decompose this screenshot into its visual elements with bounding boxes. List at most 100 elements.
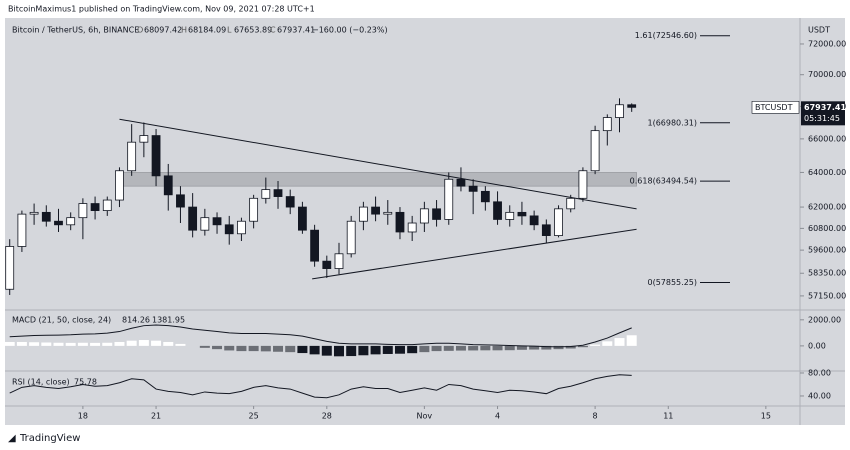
- fib-label: 1(66980.31): [647, 118, 697, 127]
- macd-histogram-bar: [16, 341, 27, 346]
- macd-histogram-bar: [248, 345, 259, 352]
- candle-body: [566, 197, 576, 210]
- candle-body: [139, 135, 149, 143]
- y-tick-label: 2000.00: [808, 315, 841, 324]
- candle-body: [224, 224, 234, 235]
- candle-body: [334, 253, 344, 269]
- macd-histogram-bar: [480, 345, 491, 351]
- macd-histogram-bar: [138, 340, 149, 346]
- ohlc-value: 68097.42: [144, 26, 182, 35]
- candle-body: [529, 215, 539, 226]
- macd-histogram-bar: [431, 345, 442, 352]
- candle-body: [151, 135, 161, 177]
- candle-body: [163, 175, 173, 196]
- candle-body: [371, 206, 380, 215]
- x-tick-label: 25: [249, 412, 259, 421]
- macd-histogram-bar: [394, 345, 405, 354]
- candle-body: [322, 260, 332, 269]
- candle-body: [480, 190, 490, 203]
- macd-histogram-bar: [53, 342, 64, 346]
- fib-label: 1.61(72546.60): [635, 31, 697, 40]
- macd-histogram-bar: [541, 345, 552, 350]
- ohlc-letter: L: [227, 26, 232, 35]
- macd-histogram-bar: [407, 345, 418, 354]
- candle-body: [505, 211, 515, 220]
- candle-body: [517, 211, 527, 217]
- macd-histogram-bar: [126, 340, 137, 346]
- macd-title: MACD (21, 50, close, 24): [12, 316, 111, 325]
- candle-body: [493, 201, 502, 220]
- ticker: BTCUSDT: [755, 103, 793, 112]
- macd-histogram-bar: [443, 345, 454, 351]
- rsi-line: [9, 374, 632, 399]
- macd-histogram-bar: [65, 342, 76, 346]
- candle-body: [310, 229, 320, 262]
- candle-body: [90, 203, 100, 211]
- macd-histogram-bar: [333, 345, 344, 357]
- macd-histogram-bar: [236, 345, 247, 352]
- x-tick-label: 15: [761, 412, 771, 421]
- macd-histogram-bar: [163, 341, 174, 346]
- y-tick-label: 70000.00: [808, 70, 846, 79]
- candle-body: [541, 224, 551, 236]
- y-tick-label: 80.00: [808, 368, 831, 377]
- ohlc-letter: C: [270, 26, 276, 35]
- macd-histogram-bar: [114, 341, 125, 346]
- macd-histogram-bar: [175, 343, 186, 346]
- x-tick-label: 11: [663, 412, 673, 421]
- y-tick-label: 57150.00: [808, 291, 846, 300]
- candle-body: [237, 220, 246, 235]
- candle-body: [5, 246, 15, 290]
- candle-body: [29, 211, 39, 215]
- fib-label: 0.618(63494.54): [630, 177, 697, 186]
- candle-body: [615, 104, 624, 119]
- candle-body: [407, 222, 417, 233]
- macd-histogram-bar: [285, 345, 296, 353]
- x-tick-label: Nov: [417, 412, 433, 421]
- macd-histogram-bar: [516, 345, 527, 350]
- macd-histogram-bar: [273, 345, 284, 352]
- macd-histogram-bar: [260, 345, 271, 352]
- candle-body: [212, 217, 222, 226]
- ohlc-letter: H: [181, 26, 187, 35]
- macd-histogram-bar: [455, 345, 466, 351]
- macd-histogram-bar: [358, 345, 369, 356]
- y-tick-label: 60800.00: [808, 224, 846, 233]
- candle-body: [298, 206, 307, 231]
- macd-histogram-bar: [151, 340, 162, 346]
- candle-body: [176, 194, 185, 208]
- candle-body: [383, 211, 393, 215]
- candle-body: [419, 208, 429, 224]
- candle-body: [188, 206, 198, 231]
- candle-body: [554, 208, 563, 236]
- macd-line: [9, 324, 632, 348]
- macd-histogram-bar: [614, 338, 625, 346]
- macd-histogram-bar: [565, 345, 576, 349]
- candle-body: [590, 130, 600, 172]
- candle-body: [468, 185, 478, 192]
- macd-histogram-bar: [602, 341, 613, 346]
- candle-body: [444, 178, 454, 220]
- ohlc-value: 67653.89: [234, 26, 272, 35]
- macd-histogram-bar: [553, 345, 564, 350]
- macd-histogram-bar: [529, 345, 540, 350]
- macd-histogram-bar: [504, 345, 515, 351]
- candle-body: [395, 211, 405, 233]
- rsi-last: 75.78: [74, 378, 97, 387]
- price-tag: [801, 101, 845, 126]
- candle-body: [54, 220, 63, 226]
- macd-histogram-bar: [77, 342, 88, 346]
- candle-body: [17, 213, 27, 247]
- macd-histogram-bar: [102, 342, 113, 346]
- y-tick-label: 64000.00: [808, 168, 846, 177]
- macd-histogram-bar: [224, 345, 235, 351]
- y-tick-label: 66000.00: [808, 134, 846, 143]
- candle-body: [78, 203, 88, 219]
- publisher: BitcoinMaximus1 published on TradingView…: [8, 5, 315, 14]
- candle-body: [102, 199, 112, 211]
- candle-body: [578, 170, 588, 199]
- macd-histogram-bar: [41, 342, 52, 346]
- symbol: Bitcoin / TetherUS, 6h, BINANCE: [12, 26, 139, 35]
- candle-body: [627, 104, 637, 108]
